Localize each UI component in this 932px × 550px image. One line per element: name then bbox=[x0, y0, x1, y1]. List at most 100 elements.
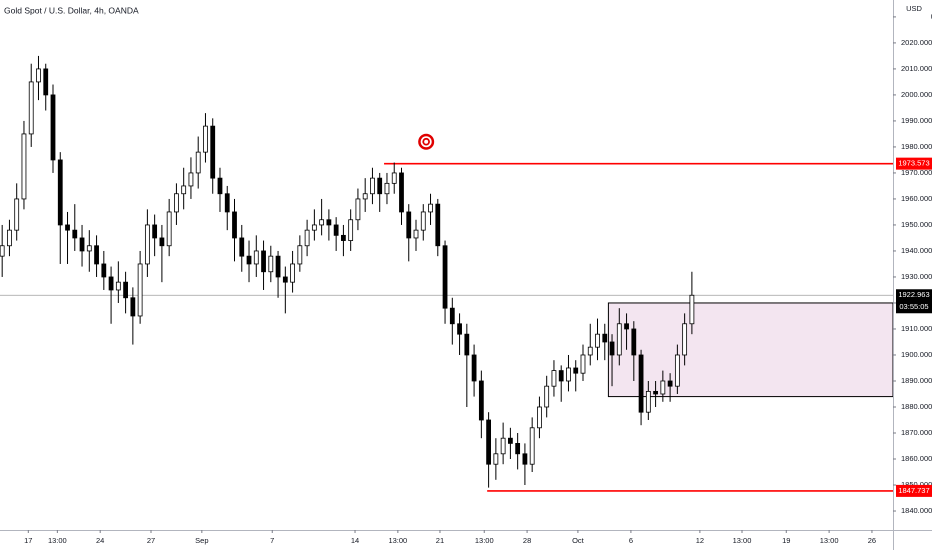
y-tick-label: 1900.000 bbox=[901, 350, 932, 359]
candle-body bbox=[72, 229, 78, 239]
x-tick-label: 17 bbox=[24, 536, 32, 545]
x-tick-label: 27 bbox=[147, 536, 155, 545]
candle-body bbox=[224, 193, 230, 213]
candle-body bbox=[261, 250, 266, 273]
candle-body bbox=[319, 219, 325, 226]
x-tick-label: 13:00 bbox=[733, 536, 752, 545]
candle-body bbox=[428, 203, 433, 213]
x-tick-label: 19 bbox=[782, 536, 790, 545]
candle-body bbox=[595, 333, 600, 348]
candle-body bbox=[500, 437, 506, 455]
level-price-label: 1847.737 bbox=[898, 486, 929, 495]
candle-body bbox=[108, 276, 114, 291]
y-tick-label: 1940.000 bbox=[901, 246, 932, 255]
y-tick-label: 1870.000 bbox=[901, 428, 932, 437]
candle-body bbox=[529, 427, 535, 465]
chart-title: Gold Spot / U.S. Dollar, 4h, OANDA bbox=[4, 5, 139, 15]
candle-body bbox=[674, 354, 680, 387]
x-tick-label: 12 bbox=[696, 536, 704, 545]
candle-body bbox=[457, 323, 462, 335]
x-tick-label: 13:00 bbox=[48, 536, 67, 545]
x-tick-label: 13:00 bbox=[388, 536, 407, 545]
y-tick-label: 1930.000 bbox=[901, 272, 932, 281]
candle-body bbox=[36, 68, 41, 83]
y-tick-label: 2000.000 bbox=[901, 90, 932, 99]
candle-body bbox=[391, 172, 397, 184]
y-tick-label: 1840.000 bbox=[901, 506, 932, 515]
candle-body bbox=[638, 354, 644, 413]
currency-bg bbox=[901, 2, 931, 24]
candle-body bbox=[166, 211, 172, 247]
candle-body bbox=[0, 245, 5, 257]
candle-body bbox=[667, 380, 673, 387]
candle-body bbox=[420, 211, 426, 231]
candle-body bbox=[551, 370, 557, 387]
candle-body bbox=[246, 255, 252, 265]
candle-body bbox=[406, 211, 412, 239]
y-tick-label: 1980.000 bbox=[901, 142, 932, 151]
y-tick-label: 1990.000 bbox=[901, 116, 932, 125]
candle-body bbox=[232, 211, 237, 239]
candle-body bbox=[188, 172, 194, 187]
candle-body bbox=[435, 203, 441, 247]
candle-body bbox=[522, 453, 528, 465]
time-axis-bg bbox=[0, 530, 932, 550]
candle-body bbox=[282, 276, 288, 283]
candle-body bbox=[413, 229, 419, 239]
candle-body bbox=[290, 263, 295, 283]
candle-body bbox=[21, 133, 27, 200]
candle-body bbox=[507, 437, 513, 444]
candle-body bbox=[152, 224, 158, 239]
y-tick-label: 1910.000 bbox=[901, 324, 932, 333]
price-box bbox=[896, 289, 932, 314]
candle-body bbox=[79, 237, 85, 252]
candle-body bbox=[573, 367, 579, 374]
countdown-label: 03:55:05 bbox=[899, 302, 928, 311]
candle-body bbox=[544, 385, 550, 408]
x-tick-label: 28 bbox=[523, 536, 531, 545]
candle-body bbox=[275, 255, 281, 278]
x-tick-label: 7 bbox=[270, 536, 274, 545]
candle-body bbox=[682, 323, 688, 356]
candle-body bbox=[333, 224, 339, 236]
price-axis-bg bbox=[893, 0, 932, 550]
candle-body bbox=[297, 245, 303, 265]
candle-body bbox=[253, 250, 259, 265]
zone bbox=[607, 302, 894, 398]
candle-body bbox=[362, 193, 368, 200]
candle-body bbox=[370, 177, 375, 195]
x-tick-label: 13:00 bbox=[820, 536, 839, 545]
candle-body bbox=[399, 172, 404, 213]
x-tick-label: 6 bbox=[629, 536, 633, 545]
candle-body bbox=[602, 333, 608, 343]
candle-body bbox=[57, 159, 63, 226]
candle-body bbox=[355, 198, 361, 221]
candle-body bbox=[268, 255, 274, 273]
candle-body bbox=[144, 224, 150, 265]
candle-body bbox=[137, 263, 143, 317]
candle-body bbox=[28, 81, 34, 135]
currency-label: USD bbox=[906, 4, 922, 13]
candle-body bbox=[326, 219, 332, 226]
x-tick-label: Sep bbox=[195, 536, 208, 545]
y-tick-label: 1860.000 bbox=[901, 454, 932, 463]
candle-body bbox=[130, 297, 136, 317]
candle-body bbox=[631, 328, 637, 356]
candle-body bbox=[311, 224, 317, 231]
candle-body bbox=[203, 125, 208, 153]
candle-body bbox=[43, 68, 49, 96]
candle-body bbox=[464, 333, 470, 356]
candle-body bbox=[384, 182, 390, 195]
y-tick-label: 1850.000 bbox=[901, 480, 932, 489]
y-tick-label: 1960.000 bbox=[901, 194, 932, 203]
candle-body bbox=[195, 151, 201, 174]
x-tick-label: 26 bbox=[868, 536, 876, 545]
y-tick-label: 2010.000 bbox=[901, 64, 932, 73]
candle-body bbox=[537, 406, 542, 429]
x-tick-label: Oct bbox=[572, 536, 585, 545]
candle-body bbox=[624, 323, 629, 330]
x-tick-label: 24 bbox=[96, 536, 104, 545]
candle-body bbox=[587, 346, 593, 356]
